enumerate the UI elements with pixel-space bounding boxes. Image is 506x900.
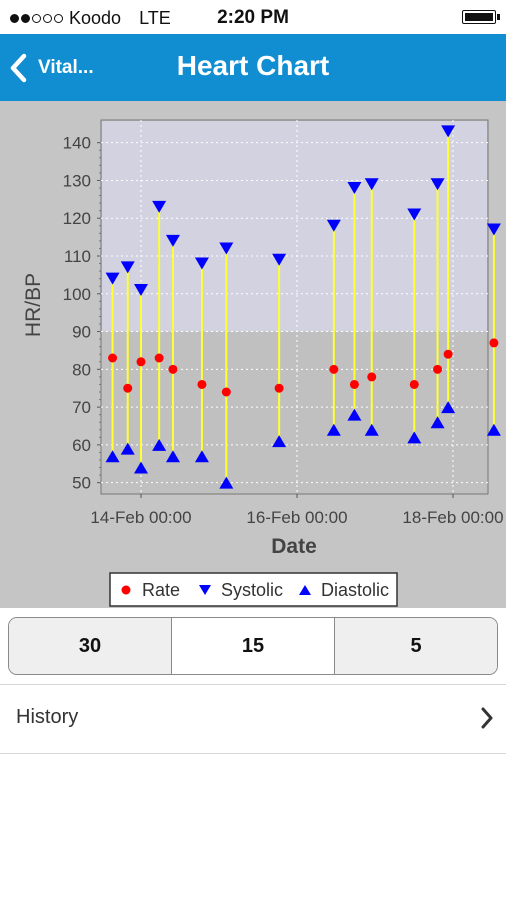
rate-point (367, 372, 377, 382)
diastolic-point (441, 401, 456, 414)
status-bar: Koodo LTE 2:20 PM (0, 0, 506, 34)
diastolic-point (430, 416, 445, 429)
legend-label: Diastolic (321, 580, 389, 600)
heart-chart-panel: 50 60 70 80 90 100 110 120 130 140 14-Feb 00:00 16-… (0, 101, 506, 608)
diastolic-point (194, 450, 209, 463)
diastolic-point (407, 431, 422, 444)
legend-label: Rate (142, 580, 180, 600)
history-label: History (16, 706, 79, 728)
rate-point (329, 364, 339, 374)
navigation-bar: Vital... Heart Chart (0, 34, 506, 101)
systolic-point (120, 261, 135, 274)
systolic-point (105, 272, 120, 285)
carrier-name: Koodo (69, 8, 122, 28)
systolic-point (152, 200, 167, 213)
y-tick-label: 90 (72, 323, 91, 342)
diastolic-point (219, 476, 234, 489)
systolic-point (364, 178, 379, 191)
rate-point (433, 364, 443, 374)
y-tick-label: 120 (63, 209, 91, 228)
diastolic-point (364, 423, 379, 436)
rate-point (197, 379, 207, 389)
rate-point (168, 364, 178, 374)
systolic-point (407, 208, 422, 221)
reference-band (102, 121, 487, 332)
status-time: 2:20 PM (217, 7, 289, 28)
heart-chart: 50 60 70 80 90 100 110 120 130 140 14-Feb 00:00 16-… (22, 119, 504, 607)
diastolic-point (347, 408, 362, 421)
rate-point (221, 387, 231, 397)
x-tick-label: 14-Feb 00:00 (90, 508, 191, 527)
range-selector: 30 15 5 (8, 617, 498, 675)
rate-point (123, 383, 133, 393)
x-tick-label: 18-Feb 00:00 (402, 508, 503, 527)
y-tick-label: 130 (63, 171, 91, 190)
carrier-signal: Koodo LTE (10, 8, 171, 29)
diastolic-point (272, 435, 287, 448)
rate-point (136, 357, 146, 367)
y-tick-label: 50 (72, 474, 91, 493)
rate-point (154, 353, 164, 363)
rate-point (443, 349, 453, 359)
chevron-left-icon (10, 53, 27, 83)
signal-strength-icon (10, 14, 63, 23)
range-button-5[interactable]: 5 (334, 618, 497, 674)
systolic-point (326, 219, 341, 232)
systolic-point (219, 242, 234, 255)
range-button-30[interactable]: 30 (9, 618, 171, 674)
diastolic-point (486, 423, 501, 436)
systolic-point (272, 253, 287, 266)
range-button-15[interactable]: 15 (171, 618, 334, 674)
x-tick-label: 16-Feb 00:00 (246, 508, 347, 527)
diastolic-point (165, 450, 180, 463)
back-button[interactable]: Vital... (8, 48, 94, 88)
systolic-point (430, 178, 445, 191)
legend-diastolic-marker (299, 585, 311, 595)
systolic-point (194, 257, 209, 270)
y-tick-label: 140 (63, 134, 91, 153)
systolic-point (441, 125, 456, 138)
rate-point (409, 379, 419, 389)
battery-icon (462, 10, 500, 24)
y-tick-label: 100 (63, 285, 91, 304)
history-row[interactable]: History (0, 684, 506, 754)
x-axis-label: Date (271, 535, 317, 558)
rate-point (108, 353, 118, 363)
diastolic-point (105, 450, 120, 463)
systolic-point (486, 223, 501, 236)
diastolic-point (326, 423, 341, 436)
y-axis-label: HR/BP (22, 273, 45, 337)
systolic-point (347, 182, 362, 194)
systolic-point (134, 284, 148, 296)
legend-label: Systolic (221, 580, 283, 600)
network-type: LTE (139, 8, 171, 28)
legend-systolic-marker (199, 585, 211, 595)
y-tick-label: 80 (72, 360, 91, 379)
chevron-right-icon (481, 707, 493, 729)
systolic-point (165, 234, 180, 247)
legend-box (109, 572, 398, 607)
y-tick-label: 70 (72, 398, 91, 417)
back-label: Vital... (38, 57, 94, 78)
rate-point (349, 379, 359, 389)
diastolic-point (134, 461, 148, 474)
rate-point (489, 338, 499, 348)
legend-rate-marker (121, 585, 131, 595)
rate-point (274, 383, 284, 393)
chart-legend: Rate Systolic Diastolic (109, 572, 398, 607)
y-tick-label: 60 (72, 436, 91, 455)
y-tick-label: 110 (64, 247, 91, 266)
diastolic-point (152, 438, 167, 451)
diastolic-point (120, 442, 135, 455)
